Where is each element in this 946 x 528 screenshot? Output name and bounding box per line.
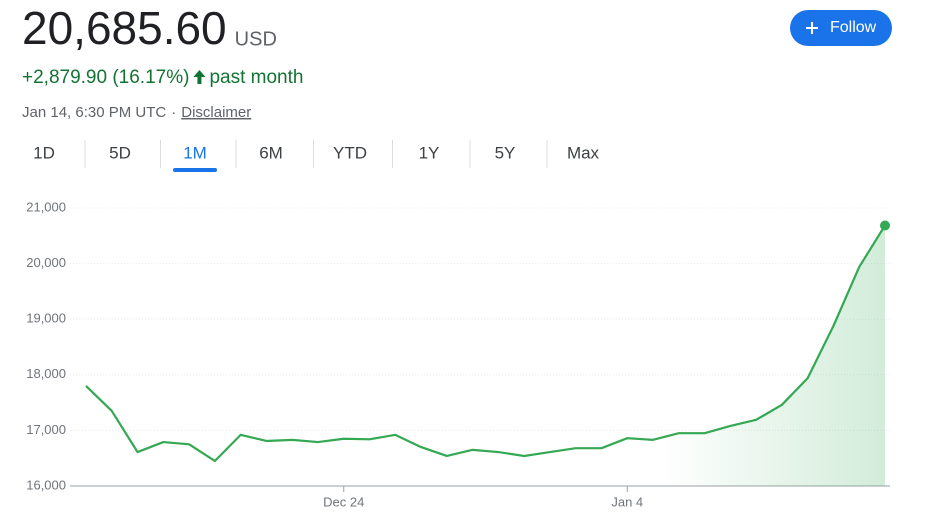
y-tick-label: 20,000 xyxy=(26,255,66,270)
price-line xyxy=(85,224,886,463)
up-arrow xyxy=(193,70,206,84)
tab-indicator xyxy=(173,168,217,172)
y-tick-label: 16,000 xyxy=(26,477,66,492)
range-tab[interactable]: 5Y xyxy=(495,143,516,162)
period: past month xyxy=(209,67,303,88)
follow-label: Follow xyxy=(830,19,877,36)
timestamp: Jan 14, 6:30 PM UTC xyxy=(22,104,166,121)
range-tab[interactable]: 5D xyxy=(109,143,131,162)
arrow-shape xyxy=(193,70,206,84)
range-tab[interactable]: 1Y xyxy=(419,143,440,162)
y-tick-label: 21,000 xyxy=(26,199,66,214)
area-fill xyxy=(86,225,885,486)
y-tick-label: 18,000 xyxy=(26,366,66,381)
range-tab[interactable]: 6M xyxy=(259,143,283,162)
range-tabs: 1D 5D 1M 6M YTD 1Y 5Y Max xyxy=(33,140,600,172)
follow-button[interactable]: Follow xyxy=(790,10,892,46)
last-point xyxy=(880,220,890,231)
change: +2,879.90 (16.17%) xyxy=(22,67,189,88)
range-tab[interactable]: 1M xyxy=(183,143,207,162)
range-tab[interactable]: YTD xyxy=(333,143,367,162)
follow-bg xyxy=(790,10,892,46)
y-tick-label: 17,000 xyxy=(26,422,66,437)
plus-icon xyxy=(806,22,818,34)
range-tab[interactable]: Max xyxy=(567,143,600,162)
x-tick-label: Dec 24 xyxy=(323,494,364,509)
x-tick-label: Jan 4 xyxy=(611,494,643,509)
chart: 16,000 17,000 18,000 19,000 20,000 21,000 Dec … xyxy=(26,199,890,509)
currency: USD xyxy=(235,28,277,50)
y-tick-label: 19,000 xyxy=(26,311,66,326)
price: 20,685.60 xyxy=(22,2,227,54)
separator: · xyxy=(171,104,176,121)
range-tab[interactable]: 1D xyxy=(33,143,55,162)
disclaimer-link[interactable]: Disclaimer xyxy=(181,104,251,121)
